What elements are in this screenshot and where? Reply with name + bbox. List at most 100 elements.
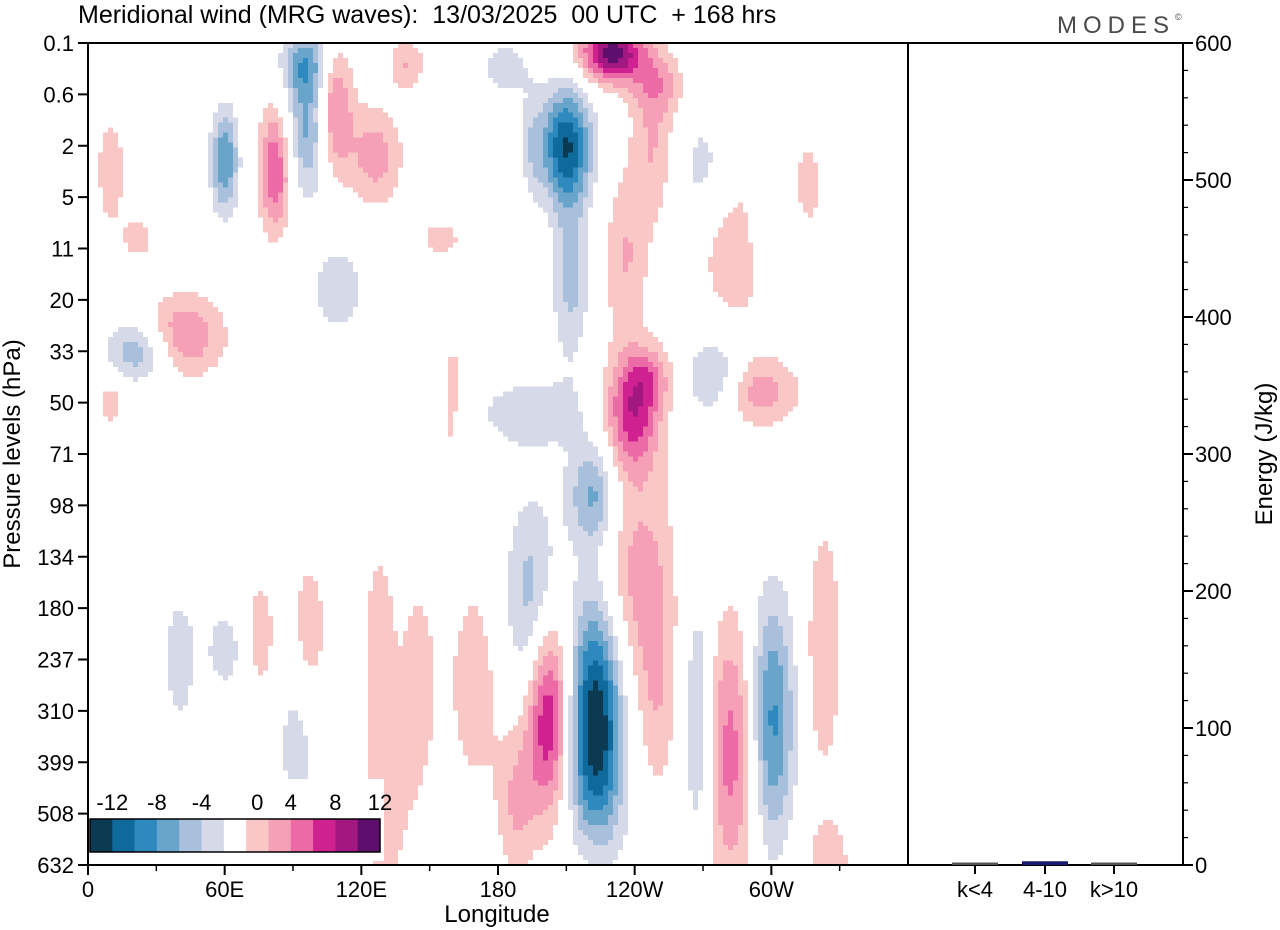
heatmap-cell [753,700,758,706]
heatmap-cell [643,710,673,716]
heatmap-cell [528,182,543,188]
heatmap-cell [573,620,578,626]
heatmap-cell [808,650,838,656]
heatmap-cell [523,700,533,706]
heatmap-cell [633,536,653,542]
heatmap-cell [608,725,613,731]
heatmap-cell [553,152,563,158]
heatmap-cell [688,705,703,711]
heatmap-cell [603,695,608,701]
heatmap-cell [763,710,768,716]
heatmap-cell [263,147,268,153]
heatmap-cell [613,446,618,452]
heatmap-cell [688,660,703,666]
heatmap-cell [233,157,238,163]
heatmap-cell [763,835,788,841]
heatmap-cell [498,820,513,826]
heatmap-cell [523,695,533,701]
heatmap-cell [498,830,553,836]
heatmap-cell [618,187,663,193]
heatmap-cell [788,675,798,681]
heatmap-cell [588,132,593,138]
heatmap-cell [128,222,143,228]
heatmap-cell [758,710,763,716]
heatmap-cell [293,97,298,103]
heatmap-cell [573,605,583,611]
heatmap-cell [573,785,578,791]
heatmap-cell [743,740,748,746]
heatmap-cell [743,695,748,701]
heatmap-cell [203,351,223,357]
heatmap-cell [543,660,558,666]
heatmap-cell [648,745,668,751]
heatmap-cell [628,147,648,153]
heatmap-cell [763,640,783,646]
heatmap-cell [368,675,433,681]
heatmap-cell [663,87,673,93]
heatmap-cell [548,142,553,148]
heatmap-cell [413,610,423,616]
heatmap-cell [608,740,613,746]
heatmap-cell [738,401,753,407]
heatmap-cell [453,680,493,686]
heatmap-cell [303,117,308,123]
heatmap-cell [573,645,578,651]
heatmap-cell [653,421,658,427]
heatmap-cell [268,232,283,238]
heatmap-cell [613,321,643,327]
heatmap-cell [183,351,203,357]
heatmap-cell [648,147,653,153]
heatmap-cell [213,187,218,193]
heatmap-cell [458,720,493,726]
heatmap-cell [523,117,533,123]
heatmap-cell [573,142,578,148]
heatmap-cell [268,127,278,133]
heatmap-cell [628,87,643,93]
heatmap-cell [528,600,543,606]
heatmap-cell [368,615,393,621]
heatmap-cell [303,157,313,163]
heatmap-cell [513,630,533,636]
heatmap-cell [573,581,603,587]
heatmap-cell [503,845,543,851]
heatmap-cell [563,252,578,258]
heatmap-cell [553,242,563,248]
heatmap-cell [588,835,613,841]
heatmap-cell [493,765,513,771]
heatmap-cell [368,605,393,611]
heatmap-cell [608,735,613,741]
heatmap-cell [588,800,608,806]
heatmap-cell [653,770,663,776]
heatmap-cell [583,660,593,666]
heatmap-cell [578,645,588,651]
heatmap-cell [198,312,223,317]
heatmap-cell [508,591,523,596]
heatmap-cell [628,152,648,158]
heatmap-cell [613,381,618,387]
heatmap-cell [328,72,353,78]
heatmap-cell [233,152,238,158]
heatmap-cell [508,610,538,616]
heatmap-cell [753,675,758,681]
heatmap-cell [533,591,543,596]
heatmap-cell [618,820,628,826]
heatmap-cell [583,725,588,731]
heatmap-cell [623,710,628,716]
heatmap-cell [533,730,538,736]
heatmap-cell [593,127,598,133]
heatmap-cell [558,112,573,118]
heatmap-cell [623,381,638,387]
heatmap-cell [278,62,288,68]
heatmap-cell [738,745,743,751]
heatmap-cell [553,142,563,148]
heatmap-cell [173,356,218,362]
heatmap-cell [143,346,153,352]
heatmap-cell [723,775,738,781]
heatmap-cell [718,232,748,238]
heatmap-cell [643,386,653,392]
heatmap-cell [553,675,558,681]
heatmap-cell [548,77,573,83]
heatmap-cell [663,571,673,577]
heatmap-cell [353,187,393,193]
heatmap-cell [718,820,743,826]
